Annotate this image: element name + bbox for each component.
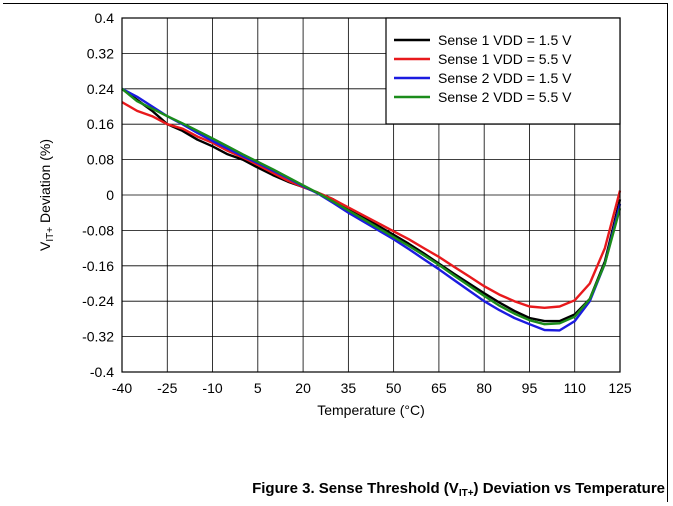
x-tick-label: 125 — [608, 380, 632, 396]
x-tick-label: -10 — [202, 380, 222, 396]
series-line — [121, 87, 622, 326]
series-lines — [121, 87, 622, 332]
y-tick-label: -0.16 — [82, 258, 114, 274]
x-tick-label: 5 — [254, 380, 262, 396]
x-tick-label: 20 — [295, 380, 311, 396]
caption-suffix: ) Deviation vs Temperature — [473, 480, 665, 497]
caption-subscript: IT+ — [458, 488, 474, 499]
y-axis-label-main: V — [37, 241, 53, 251]
x-tick-label: 95 — [522, 380, 538, 396]
y-tick-label: 0.24 — [87, 81, 114, 97]
y-tick-label: -0.32 — [82, 329, 114, 345]
y-tick-label: -0.4 — [90, 364, 114, 380]
figure-frame — [3, 3, 668, 502]
y-axis-ticks: 0.4 0.32 0.24 0.16 0.08 0 -0.08 -0.16 -0.24 -0.32… — [82, 10, 114, 380]
x-tick-label: 80 — [476, 380, 492, 396]
y-tick-label: 0.4 — [95, 10, 115, 26]
legend: Sense 1 VDD = 1.5 V Sense 1 VDD = 5.5 V Se… — [385, 17, 621, 125]
x-tick-label: 110 — [564, 380, 587, 396]
y-axis-label-sub: IT+ — [45, 227, 56, 242]
y-tick-label: -0.24 — [82, 293, 114, 309]
y-tick-label: 0.16 — [87, 116, 114, 132]
series-line — [121, 87, 622, 332]
y-axis-label-rest: Deviation (%) — [37, 139, 53, 227]
figure-caption: Figure 3. Sense Threshold (VIT+) Deviati… — [0, 480, 665, 499]
y-tick-label: 0.08 — [87, 152, 114, 168]
y-tick-label: 0 — [106, 187, 114, 203]
x-tick-label: 65 — [431, 380, 447, 396]
caption-prefix: Figure 3. Sense Threshold (V — [252, 480, 459, 497]
y-tick-label: 0.32 — [87, 45, 114, 61]
x-tick-label: -40 — [112, 380, 132, 396]
legend-label: Sense 2 VDD = 5.5 V — [438, 89, 572, 105]
y-axis-label: VIT+ Deviation (%) — [37, 139, 56, 251]
x-tick-label: 50 — [386, 380, 402, 396]
y-tick-label: -0.08 — [82, 222, 114, 238]
x-tick-label: -25 — [157, 380, 177, 396]
series-line — [121, 101, 622, 309]
x-axis-label: Temperature (°C) — [317, 402, 425, 418]
plot-area-border — [121, 17, 621, 373]
x-axis-ticks: -40 -25 -10 5 20 35 50 65 80 95 110 125 — [112, 380, 632, 396]
legend-label: Sense 2 VDD = 1.5 V — [438, 70, 572, 86]
legend-box — [385, 17, 621, 125]
legend-label: Sense 1 VDD = 1.5 V — [438, 32, 572, 48]
series-line — [121, 87, 622, 323]
x-tick-label: 35 — [341, 380, 357, 396]
legend-label: Sense 1 VDD = 5.5 V — [438, 51, 572, 67]
